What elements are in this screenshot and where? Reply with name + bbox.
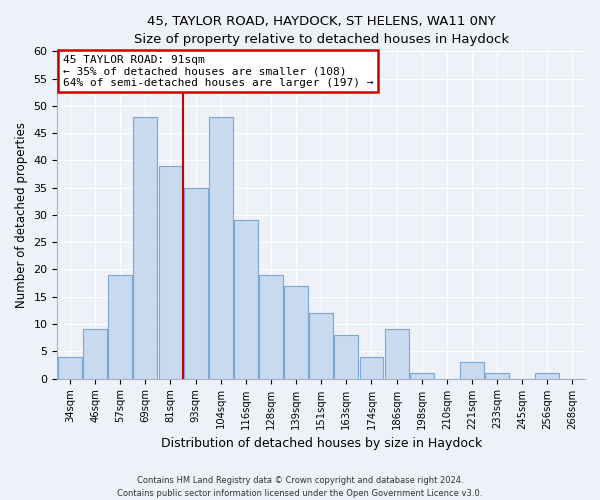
Bar (259, 275, 283, 378)
Bar (58, 357, 82, 378)
Bar (158, 166, 182, 378)
Bar (410, 373, 434, 378)
Bar (385, 330, 409, 378)
Bar (460, 362, 484, 378)
Bar (334, 335, 358, 378)
Bar (309, 313, 333, 378)
Bar (284, 286, 308, 378)
Bar (83, 330, 107, 378)
Bar (209, 117, 233, 378)
Bar (184, 188, 208, 378)
Bar (485, 373, 509, 378)
Y-axis label: Number of detached properties: Number of detached properties (15, 122, 28, 308)
Bar (535, 373, 559, 378)
Bar (234, 220, 258, 378)
X-axis label: Distribution of detached houses by size in Haydock: Distribution of detached houses by size … (161, 437, 482, 450)
Text: Contains HM Land Registry data © Crown copyright and database right 2024.
Contai: Contains HM Land Registry data © Crown c… (118, 476, 482, 498)
Bar (359, 357, 383, 378)
Title: 45, TAYLOR ROAD, HAYDOCK, ST HELENS, WA11 0NY
Size of property relative to detac: 45, TAYLOR ROAD, HAYDOCK, ST HELENS, WA1… (134, 15, 509, 46)
Bar (133, 117, 157, 378)
Text: 45 TAYLOR ROAD: 91sqm
← 35% of detached houses are smaller (108)
64% of semi-det: 45 TAYLOR ROAD: 91sqm ← 35% of detached … (62, 54, 373, 88)
Bar (108, 275, 132, 378)
